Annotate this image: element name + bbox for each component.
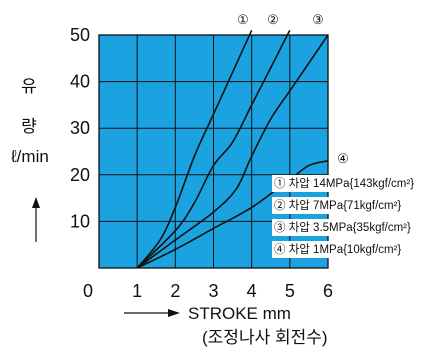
- legend-entry-text: ① 차압 14MPa{143kgf/cm²}: [274, 177, 414, 190]
- legend-entry-2: ② 차압 7MPa{71kgf/cm²}: [272, 197, 434, 214]
- x-tick-label: 1: [132, 281, 142, 301]
- series-end-label-4: ④: [337, 151, 349, 166]
- series-end-label-1: ①: [237, 12, 249, 27]
- x-tick-label: 4: [247, 281, 257, 301]
- x-tick-label: 5: [285, 281, 295, 301]
- legend-entry-bg: [272, 241, 434, 258]
- x-tick-label: 0: [83, 281, 93, 301]
- legend-entry-1: ① 차압 14MPa{143kgf/cm²}: [272, 175, 434, 192]
- x-tick-label: 2: [170, 281, 180, 301]
- legend-entry-bg: [272, 219, 434, 236]
- legend: ① 차압 14MPa{143kgf/cm²} ② 차압 7MPa{71kgf/cm…: [272, 175, 434, 258]
- x-axis-sublabel: (조정나사 회전수): [202, 328, 328, 347]
- y-tick-label: 40: [70, 72, 90, 92]
- y-tick-labels: 10 20 30 40 50: [70, 25, 90, 231]
- legend-entry-text: ④ 차압 1MPa{10kgf/cm²}: [274, 243, 401, 256]
- x-tick-label: 3: [208, 281, 218, 301]
- x-tick-label: 6: [323, 281, 333, 301]
- y-axis-label-line2: 량: [21, 117, 37, 136]
- legend-entry-text: ③ 차압 3.5MPa{35kgf/cm²}: [274, 221, 411, 234]
- series-end-label-2: ②: [267, 12, 279, 27]
- legend-entry-bg: [272, 175, 434, 192]
- y-tick-label: 20: [70, 165, 90, 185]
- y-axis-arrow: [32, 197, 40, 242]
- legend-entry-bg: [272, 197, 434, 214]
- y-axis-unit: ℓ/min: [10, 147, 49, 166]
- series-curve-1: [136, 29, 253, 268]
- series-curve-4: [136, 160, 329, 268]
- y-tick-label: 50: [70, 25, 90, 45]
- y-tick-label: 10: [70, 211, 90, 231]
- series-end-label-3: ③: [312, 12, 324, 27]
- y-tick-label: 30: [70, 118, 90, 138]
- y-axis-label-line1: 유: [21, 77, 37, 96]
- x-axis-arrow: [124, 309, 180, 317]
- x-axis-label: STROKE mm: [188, 304, 291, 323]
- x-tick-labels: 0 1 2 3 4 5 6: [83, 281, 333, 301]
- series-curve-2: [136, 29, 291, 268]
- legend-entry-3: ③ 차압 3.5MPa{35kgf/cm²}: [272, 219, 434, 236]
- legend-entry-4: ④ 차압 1MPa{10kgf/cm²}: [272, 241, 434, 258]
- series-curve-3: [136, 34, 329, 268]
- legend-entry-text: ② 차압 7MPa{71kgf/cm²}: [274, 199, 401, 212]
- series-end-labels: ① ② ③ ④: [237, 12, 349, 166]
- series-curves: [136, 29, 329, 268]
